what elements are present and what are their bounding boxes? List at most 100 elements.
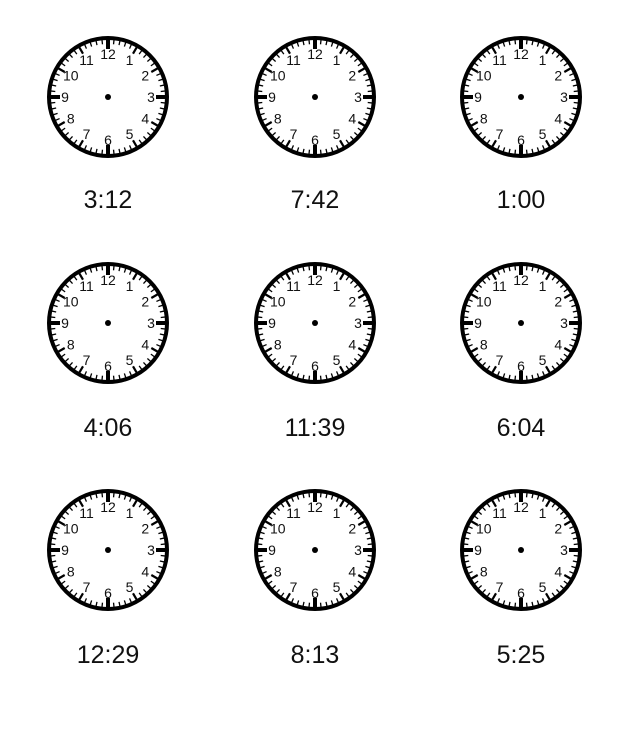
minute-tick: [60, 353, 66, 358]
hour-tick: [150, 574, 159, 580]
minute-tick: [258, 537, 264, 540]
clock-number: 6: [311, 358, 319, 374]
time-label: 8:13: [290, 641, 340, 669]
minute-tick: [365, 78, 371, 82]
minute-tick: [525, 375, 528, 381]
hour-tick: [264, 520, 273, 526]
minute-tick: [123, 147, 127, 153]
clock-number: 12: [100, 272, 116, 288]
minute-tick: [271, 57, 277, 63]
hour-tick: [470, 121, 479, 127]
minute-tick: [112, 39, 115, 45]
minute-tick: [573, 543, 579, 546]
minute-tick: [325, 493, 328, 499]
minute-tick: [531, 266, 534, 272]
minute-tick: [363, 570, 369, 575]
minute-tick: [52, 531, 58, 535]
minute-tick: [160, 543, 166, 546]
minute-tick: [150, 515, 156, 520]
clock-number: 9: [268, 542, 276, 558]
minute-tick: [335, 496, 340, 502]
minute-tick: [159, 107, 165, 110]
clock-number: 12: [513, 46, 529, 62]
minute-tick: [308, 149, 311, 155]
minute-tick: [571, 531, 577, 535]
minute-tick: [156, 525, 162, 530]
minute-tick: [123, 41, 127, 47]
minute-tick: [290, 598, 295, 604]
minute-tick: [156, 298, 162, 303]
minute-tick: [267, 353, 273, 358]
time-label: 11:39: [284, 414, 346, 442]
minute-tick: [156, 72, 162, 77]
minute-tick: [296, 41, 300, 47]
minute-tick: [463, 101, 469, 104]
minute-tick: [325, 266, 328, 272]
hour-tick: [491, 139, 497, 148]
minute-tick: [128, 43, 133, 49]
time-label: 4:06: [83, 414, 133, 442]
clock-number: 2: [554, 294, 562, 310]
minute-tick: [496, 371, 501, 377]
minute-tick: [158, 531, 164, 535]
clock-number: 12: [307, 499, 323, 515]
clock-number: 9: [474, 89, 482, 105]
minute-tick: [349, 506, 355, 512]
minute-tick: [280, 365, 285, 371]
clock-number: 9: [61, 89, 69, 105]
minute-tick: [563, 515, 569, 520]
minute-tick: [486, 365, 491, 371]
minute-tick: [51, 333, 57, 336]
minute-tick: [357, 353, 363, 358]
minute-tick: [51, 107, 57, 110]
minute-tick: [308, 265, 311, 271]
clock-number: 4: [141, 111, 149, 127]
minute-tick: [302, 374, 305, 380]
minute-tick: [555, 588, 561, 594]
minute-tick: [271, 283, 277, 289]
minute-tick: [302, 40, 305, 46]
clock-number: 5: [126, 352, 134, 368]
minute-tick: [302, 601, 305, 607]
minute-tick: [290, 496, 295, 502]
clock-number: 8: [274, 337, 282, 353]
minute-tick: [261, 525, 267, 530]
hour-tick: [491, 499, 497, 508]
minute-tick: [569, 72, 575, 77]
minute-tick: [101, 375, 104, 381]
minute-tick: [83, 269, 88, 275]
minute-tick: [52, 565, 58, 569]
minute-tick: [257, 101, 263, 104]
minute-tick: [464, 537, 470, 540]
minute-tick: [83, 43, 88, 49]
clock-number: 5: [539, 579, 547, 595]
clock-number: 12: [100, 499, 116, 515]
minute-tick: [325, 601, 328, 607]
minute-tick: [502, 494, 506, 500]
minute-tick: [473, 353, 479, 358]
minute-tick: [138, 365, 143, 371]
clock-number: 10: [63, 521, 79, 537]
minute-tick: [83, 598, 88, 604]
minute-tick: [473, 515, 479, 520]
hour-tick: [132, 272, 138, 281]
minute-tick: [319, 602, 322, 608]
minute-tick: [330, 373, 334, 379]
minute-tick: [473, 62, 479, 67]
minute-tick: [138, 139, 143, 145]
minute-tick: [60, 580, 66, 585]
clock-number: 10: [270, 294, 286, 310]
minute-tick: [60, 127, 66, 132]
minute-tick: [261, 298, 267, 303]
clock-number: 11: [492, 505, 507, 521]
minute-tick: [473, 288, 479, 293]
minute-tick: [89, 373, 93, 379]
minute-tick: [467, 343, 473, 348]
minute-tick: [146, 57, 152, 63]
clock-number: 6: [311, 132, 319, 148]
minute-tick: [158, 338, 164, 342]
clock-number: 12: [307, 46, 323, 62]
minute-tick: [573, 90, 579, 93]
minute-tick: [555, 506, 561, 512]
minute-tick: [481, 279, 487, 285]
